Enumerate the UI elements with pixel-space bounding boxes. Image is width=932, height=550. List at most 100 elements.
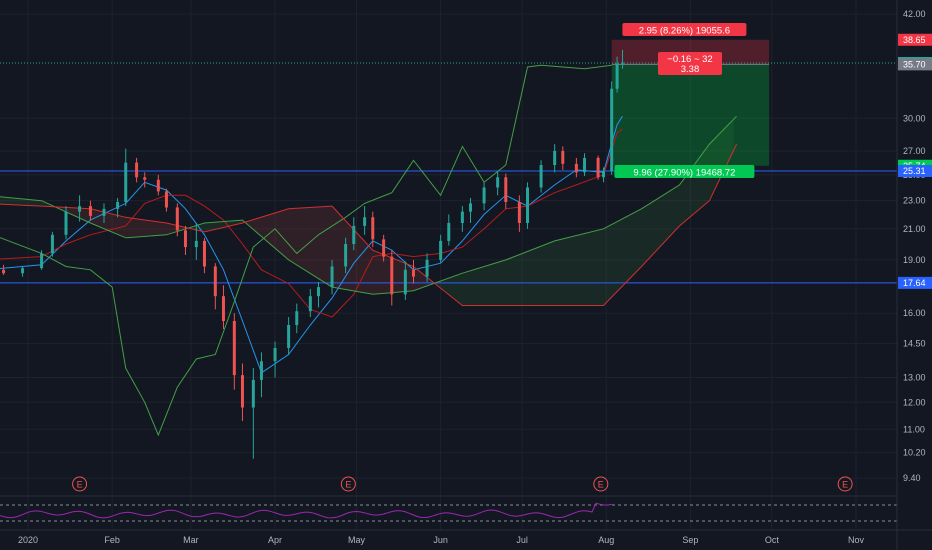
center-label-line2: 3.38	[681, 64, 700, 75]
time-tick-label: Mar	[183, 535, 199, 545]
earnings-marker	[837, 476, 853, 492]
earnings-marker-label: E	[345, 480, 351, 490]
oscillator-pane	[0, 495, 897, 522]
price-tag-label: 25.31	[903, 166, 926, 176]
candle	[482, 187, 486, 204]
indicator-line	[0, 143, 738, 306]
time-tick-label: Nov	[848, 535, 865, 545]
candle	[425, 259, 429, 277]
time-tick-label: Jun	[433, 535, 448, 545]
candle	[561, 150, 565, 164]
stop-label-box	[622, 23, 747, 36]
price-tag-box	[898, 164, 932, 177]
center-label-line1: −0.16 ~ 32	[667, 54, 712, 65]
candle	[259, 361, 263, 380]
candle	[583, 157, 587, 173]
candle	[183, 230, 187, 248]
earnings-marker-label: E	[842, 480, 848, 490]
price-tick-label: 12.00	[903, 397, 926, 407]
position-labels: 2.95 (8.26%) 19055.6 9.96 (27.90%) 19468.…	[614, 23, 755, 179]
candle	[124, 162, 128, 203]
candle	[363, 217, 367, 226]
candle	[602, 171, 606, 178]
price-tick-label: 11.00	[903, 424, 925, 434]
candle	[574, 163, 578, 173]
candle	[64, 211, 68, 235]
price-tick-label: 13.00	[903, 372, 926, 382]
candle	[156, 179, 160, 192]
candle	[221, 296, 225, 321]
candle	[316, 287, 320, 297]
candle	[411, 269, 415, 277]
indicator-line	[0, 64, 612, 437]
candle	[330, 266, 334, 288]
price-tick-label: 42.00	[903, 9, 926, 19]
cloud-segment	[429, 118, 734, 306]
time-tick-label: Oct	[765, 535, 780, 545]
cloud-segment	[239, 206, 430, 295]
price-tick-label: 14.50	[903, 339, 926, 349]
candle	[251, 379, 255, 408]
price-tick-label: 30.00	[903, 113, 926, 123]
target-label: 9.96 (27.90%) 19468.72	[633, 168, 735, 179]
earnings-marker	[340, 476, 356, 492]
candle	[553, 150, 557, 166]
price-tag-box	[898, 33, 932, 46]
earnings-marker	[593, 476, 609, 492]
candle	[78, 206, 82, 212]
candle	[202, 240, 206, 267]
indicator-line	[0, 115, 623, 374]
time-tick-label: Sep	[682, 535, 698, 545]
candle	[526, 187, 530, 224]
candle	[164, 191, 168, 208]
ichimoku-cloud	[0, 118, 734, 306]
stop-label: 2.95 (8.26%) 19055.6	[639, 26, 730, 37]
time-tick-label: May	[348, 535, 366, 545]
earnings-marker-label: E	[598, 480, 604, 490]
candle	[213, 266, 217, 297]
price-tick-label: 27.00	[903, 146, 926, 156]
price-tag-label: 35.70	[903, 59, 926, 69]
price-tag-box	[898, 276, 932, 289]
candle	[382, 239, 386, 257]
price-tag-box	[898, 58, 932, 71]
candle	[240, 375, 244, 408]
candle	[143, 177, 147, 180]
oscillator-line	[0, 502, 613, 519]
time-tick-label: Apr	[268, 535, 282, 545]
candle	[287, 324, 291, 348]
candle	[439, 240, 443, 260]
time-tick-label: Aug	[598, 535, 614, 545]
time-axis[interactable]: 2020 Feb Mar Apr May Jun Jul Aug Sep Oct Nov	[0, 529, 932, 545]
candle	[273, 347, 277, 362]
time-tick-label: 2020	[18, 535, 38, 545]
short-position-tool[interactable]	[611, 39, 770, 166]
candle	[447, 223, 451, 241]
price-tick-label: 23.00	[903, 196, 926, 206]
candle	[539, 165, 543, 188]
price-tag-label: 17.64	[903, 278, 926, 288]
price-tick-label: 19.00	[903, 255, 926, 265]
center-label-box	[658, 52, 722, 75]
earnings-marker	[72, 476, 88, 492]
candle	[403, 269, 407, 295]
candle	[50, 234, 54, 254]
candle	[194, 240, 198, 248]
candle	[175, 207, 179, 231]
cloud-segment	[55, 206, 186, 238]
candle	[460, 211, 464, 224]
candle	[102, 208, 106, 216]
candle	[621, 62, 625, 64]
earnings-marker-label: E	[77, 480, 83, 490]
price-axis[interactable]: 42.0030.0027.0025.0023.0021.0019.0017.64…	[896, 0, 932, 550]
candle	[344, 243, 348, 267]
candle	[596, 157, 600, 178]
target-zone	[611, 64, 770, 166]
time-tick-label: Jul	[516, 535, 528, 545]
indicator-line	[0, 115, 737, 295]
price-tick-label: 10.20	[903, 448, 926, 458]
candle	[390, 256, 394, 295]
